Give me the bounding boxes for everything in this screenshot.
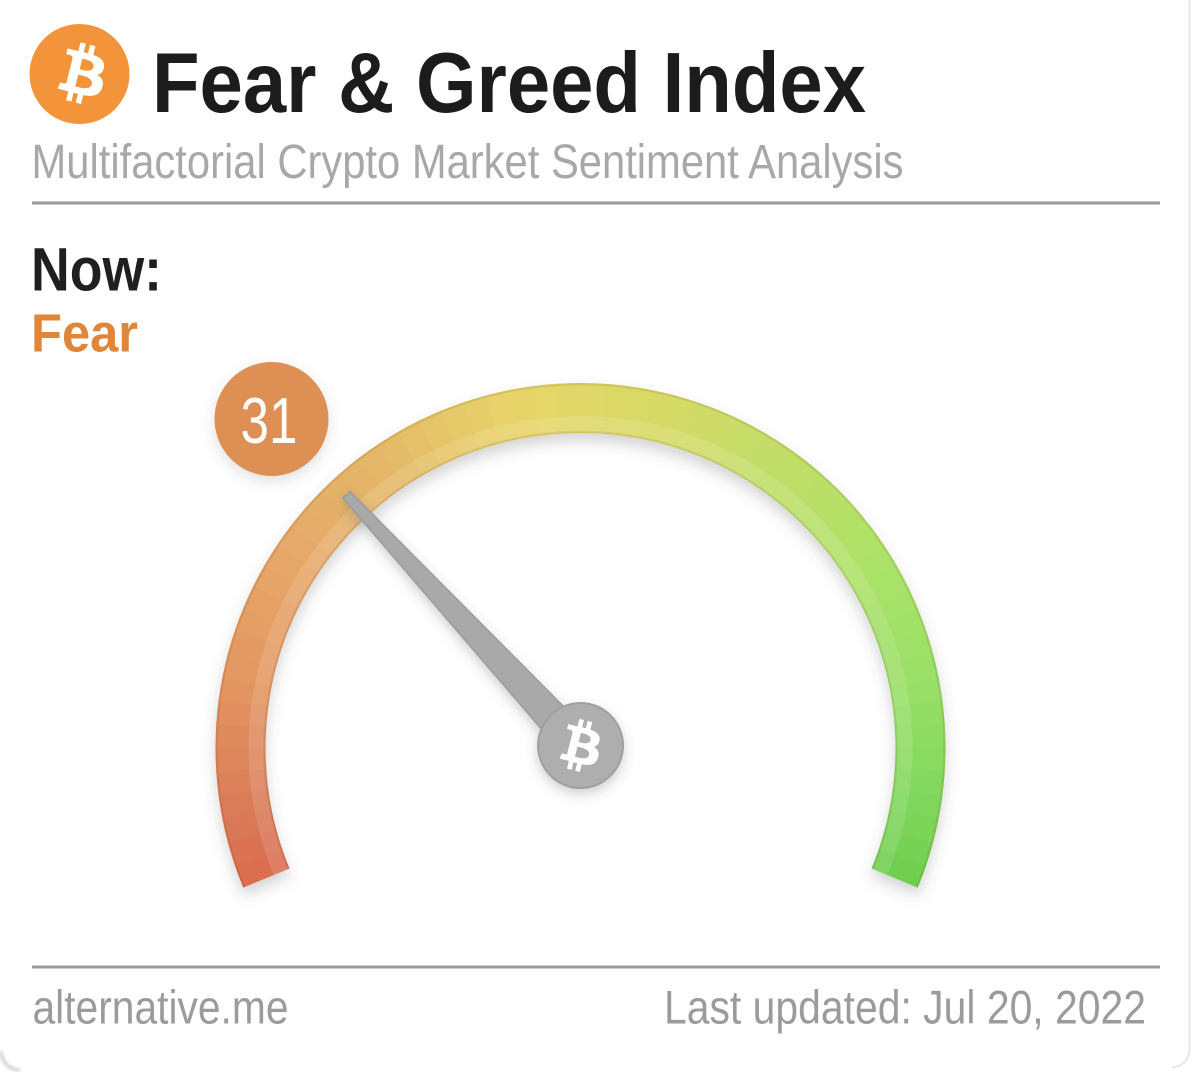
svg-text:Multifactorial Crypto Market S: Multifactorial Crypto Market Sentiment A…: [32, 136, 904, 189]
svg-text:alternative.me: alternative.me: [33, 981, 289, 1034]
svg-text:31: 31: [241, 384, 298, 457]
svg-text:Now:: Now:: [31, 236, 162, 304]
svg-text:Fear: Fear: [31, 304, 138, 364]
svg-text:Last updated: Jul 20, 2022: Last updated: Jul 20, 2022: [664, 981, 1146, 1034]
svg-text:Fear & Greed Index: Fear & Greed Index: [152, 36, 866, 131]
